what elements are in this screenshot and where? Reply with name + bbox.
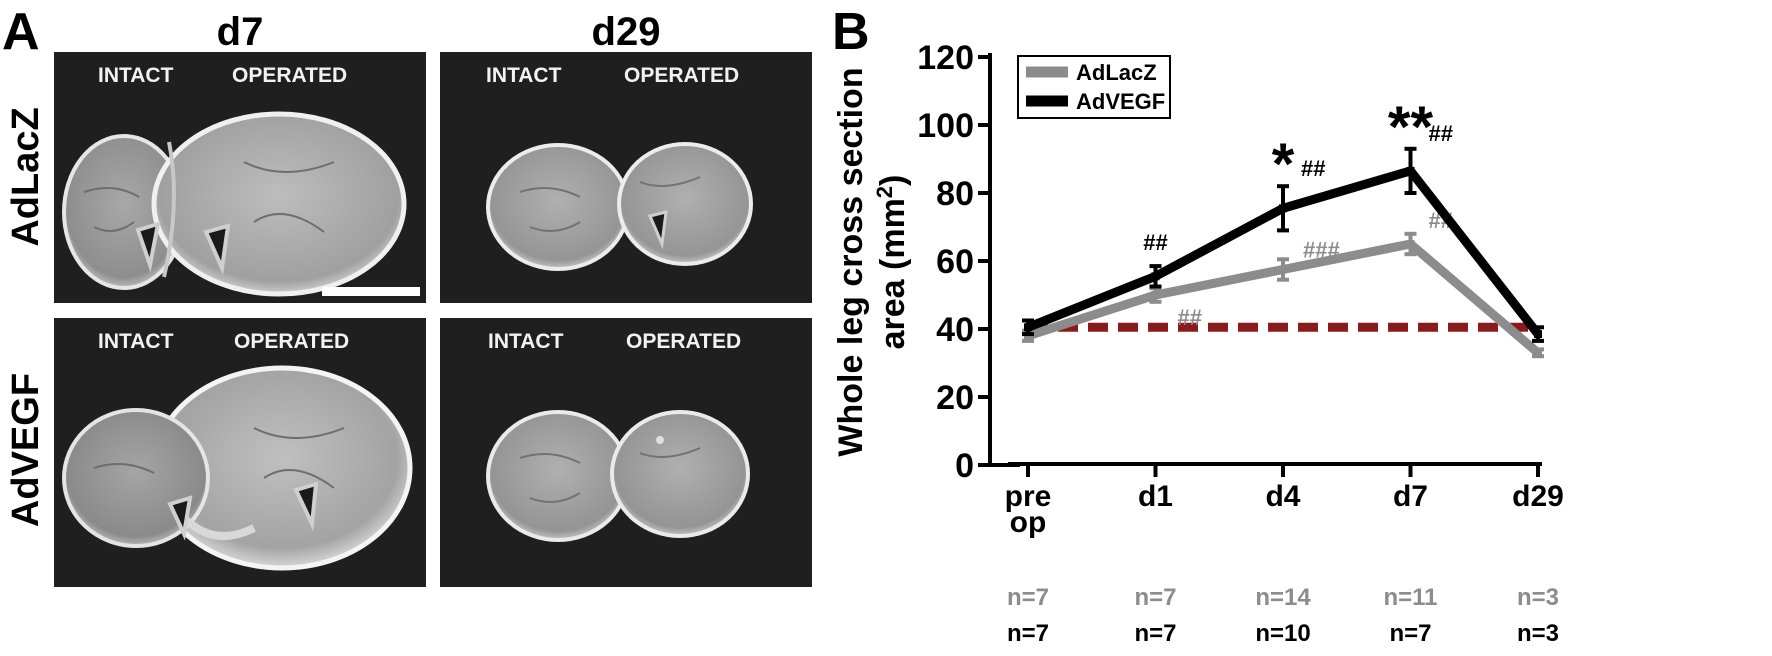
data-point [1024,323,1032,332]
data-point [1151,272,1160,281]
n-count-label: n=3 [1517,584,1559,611]
y-axis-label-line2: area (mm2) [872,175,912,350]
mri-adlacz-d7: INTACT OPERATED [54,52,426,303]
panel-b-letter: B [832,3,870,61]
legend-box [1017,55,1171,119]
n-count-label: n=7 [1007,584,1049,611]
mri-adlacz-d29: INTACT OPERATED [440,52,812,303]
x-tick-label: d4 [1265,480,1300,513]
operated-label: OPERATED [234,330,350,353]
n-count-label: n=11 [1383,584,1437,611]
mri-advegf-d29: INTACT OPERATED [440,318,812,587]
annotation-label: ## [1178,305,1202,330]
y-tick-label: 60 [936,243,974,281]
data-point [1406,240,1415,248]
x-tick-label: d29 [1512,480,1564,513]
operated-label: OPERATED [232,64,348,87]
annotation-label: ### [1303,237,1340,262]
row-header-adlacz: AdLacZ [5,107,47,247]
line-chart: Whole leg cross section area (mm2) 0 20 40… [832,39,1564,647]
column-header-d29: d29 [591,10,661,54]
significance-label: * [1272,132,1295,197]
significance-label: ** [1388,95,1434,160]
n-count-label: n=7 [1007,620,1049,647]
scale-bar [322,287,420,296]
data-point [1534,330,1542,339]
y-axis-label-line1: Whole leg cross section [832,67,870,456]
series-advegf: ####* ##** [1022,95,1544,343]
series-adlacz: ####### [1022,208,1544,359]
data-point [1279,204,1287,213]
n-count-label: n=10 [1255,620,1310,647]
intact-label: INTACT [98,330,174,353]
x-tick-label: d1 [1138,480,1173,513]
x-tick-label: d7 [1393,480,1428,513]
intact-label: INTACT [486,64,562,87]
y-tick-label: 100 [917,107,974,145]
data-point [1534,348,1542,357]
y-tick-label: 80 [936,175,974,213]
n-count-label: n=7 [1134,584,1176,611]
n-count-label: n=3 [1517,620,1559,647]
x-tick-label: pre [1005,480,1052,513]
operated-label: OPERATED [624,64,740,87]
n-count-label: n=7 [1134,620,1176,647]
intact-label: INTACT [98,64,174,87]
y-tick-label: 120 [917,39,974,77]
y-tick-label: 40 [936,311,974,349]
operated-label: OPERATED [626,330,742,353]
data-point [1406,166,1415,175]
n-count-label: n=14 [1255,584,1311,611]
y-tick-label: 20 [936,379,974,417]
mri-advegf-d7: INTACT OPERATED [54,318,426,587]
data-point [1279,265,1287,274]
legend-entry: AdVEGF [1076,89,1165,114]
panel-a-letter: A [2,3,40,61]
legend-entry: AdLacZ [1076,60,1157,85]
n-count-label: n=7 [1389,620,1431,647]
annotation-label: ## [1143,230,1167,255]
y-tick-label: 0 [955,447,974,485]
column-header-d7: d7 [216,10,264,54]
annotation-label: ## [1429,121,1453,146]
intact-label: INTACT [488,330,564,353]
y-axis-label: Whole leg cross section area (mm2) [832,67,912,456]
data-point [1151,291,1160,299]
x-tick-label: op [1010,506,1047,539]
row-header-advegf: AdVEGF [5,372,47,528]
annotation-label: ## [1301,156,1325,181]
